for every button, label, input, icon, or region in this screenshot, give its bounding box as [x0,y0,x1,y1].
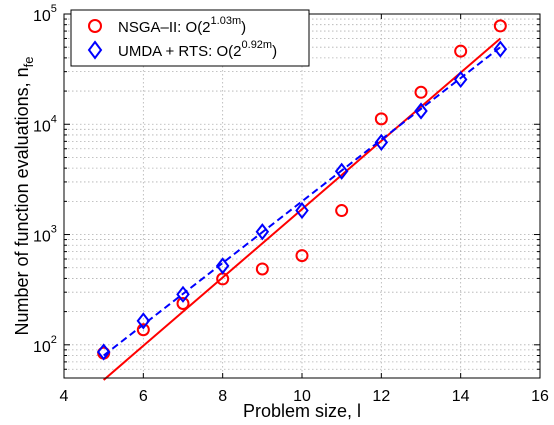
data-point-umda [255,223,270,241]
data-point-nsga [454,44,468,58]
y-axis-label-subscript: fe [21,57,36,68]
legend-marker-umda [87,40,103,60]
x-tick-label: 12 [372,388,390,405]
data-point-umda [334,162,349,180]
data-point-nsga [255,262,269,276]
legend-marker-nsga [88,19,102,33]
data-point-umda [493,40,508,58]
data-point-umda [215,257,230,275]
x-tick-label: 16 [531,388,549,405]
x-tick-label: 8 [218,388,227,405]
data-point-umda [176,285,190,303]
data-point-nsga [374,112,388,126]
y-tick-label: 105 [33,3,57,25]
legend-box [70,9,310,67]
data-point-nsga [335,204,349,218]
fit-line-nsga [103,37,501,381]
x-tick-label: 10 [293,388,311,405]
data-point-umda [295,201,309,220]
data-point-umda [374,133,389,152]
data-point-umda [414,102,428,120]
data-markers [96,19,508,361]
x-tick-label: 6 [139,388,148,405]
x-tick-label: 4 [60,388,69,405]
data-point-nsga [176,296,190,310]
y-axis-label: Number of function evaluations, nfe [12,57,36,336]
data-point-nsga [136,323,150,337]
data-point-nsga [295,249,309,263]
legend-label-umda: UMDA + RTS: O(20.92m) [118,39,277,60]
y-tick-label: 103 [33,224,57,246]
legend-label-nsga: NSGA–II: O(21.03m) [118,15,246,36]
svg-text:Number of function evaluations: Number of function evaluations, nfe [12,57,36,336]
data-point-umda [136,312,151,330]
x-axis-label: Problem size, l [243,401,361,421]
data-point-umda [453,70,468,89]
fit-lines [103,37,501,381]
y-tick-labels: 102 103 104 105 [33,3,57,356]
x-tick-label: 14 [452,388,470,405]
y-axis-label-main: Number of function evaluations, n [12,67,32,335]
data-point-umda [96,343,111,361]
data-point-nsga [493,19,507,33]
y-tick-label: 104 [33,113,57,135]
y-tick-label: 102 [33,334,57,356]
legend: NSGA–II: O(21.03m) UMDA + RTS: O(20.92m) [70,9,310,67]
x-tick-labels: 4 6 8 10 12 14 16 [60,388,549,405]
data-point-nsga [414,85,428,99]
fit-line-umda [103,46,501,357]
